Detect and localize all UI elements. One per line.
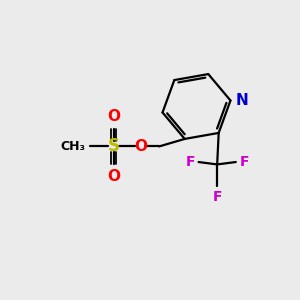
Text: F: F <box>185 155 195 169</box>
Text: F: F <box>212 190 222 204</box>
Text: F: F <box>239 155 249 169</box>
Text: O: O <box>134 139 147 154</box>
Text: CH₃: CH₃ <box>60 140 85 153</box>
Text: O: O <box>107 169 120 184</box>
Text: S: S <box>108 137 120 155</box>
Text: O: O <box>107 109 120 124</box>
Text: N: N <box>236 93 249 108</box>
